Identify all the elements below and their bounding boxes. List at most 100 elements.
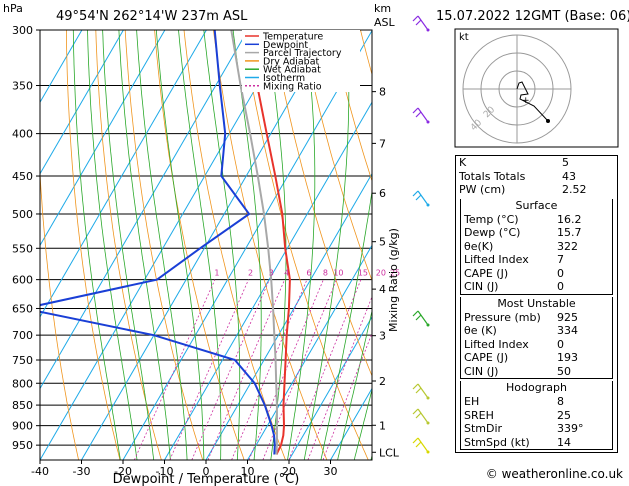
pressure-tick-label: 400 [12,128,33,141]
wet-adiabat [102,30,155,460]
wind-barb [417,383,429,399]
wind-barb-dot [426,396,430,400]
hpa-label: hPa [3,2,23,15]
dry-adiabat [330,30,372,183]
wind-barb-flag [415,412,422,419]
surface-section: Surface Temp (°C) 16.2 Dewp (°C) 15.7 θe(K… [460,198,613,295]
datetime-title: 15.07.2022 12GMT (Base: 06) [436,9,629,24]
hodo-row: StmSpd (kt) 14 [464,435,571,449]
wind-barb-flag [415,314,422,321]
pressure-tick-label: 550 [12,242,33,255]
wind-barb-dot [426,203,430,207]
temperature-tick-label: 10 [241,465,255,478]
parcel-trajectory-profile [230,30,279,455]
temperature-tick-label: -20 [114,465,132,478]
hodo-row: EH 8 [464,395,564,408]
temperature-tick-label: 0 [203,465,210,478]
dry-adiabat [271,30,372,377]
temperature-tick-label: 20 [282,465,296,478]
pressure-tick-label: 950 [12,439,33,452]
mixing-ratio-line [169,279,249,460]
wind-barb-flag [412,310,419,317]
wet-adiabat [203,30,241,460]
wet-adiabat [303,30,350,460]
wind-barb-dot [426,120,430,124]
hodograph-kt-label: kt [459,32,469,43]
index-row-totals: Totals Totals 43 [459,169,576,183]
hodograph-endpoint [546,119,550,123]
hodograph-title: Hodograph [506,381,567,394]
mixing-ratio-line [288,279,362,460]
wet-adiabat [155,30,205,460]
wind-barb-flag [412,383,419,390]
dry-adiabat [242,30,369,460]
wind-barb-flag [412,408,419,415]
temperature-axis: -40 -30 -20 -10 0 10 20 30 [31,460,338,478]
dry-adiabat [95,30,162,460]
credit-text: © weatheronline.co.uk [485,467,623,481]
pressure-tick-label: 800 [12,377,33,390]
mixing-ratio-line [133,279,216,460]
height-tick-label: 5 [379,236,386,249]
isotherm-line [247,244,372,460]
isotherm-line [205,172,372,460]
isotherm-line [122,30,372,460]
mu-row: Lifted Index 0 [464,337,564,351]
hodo-row: SREH 25 [464,408,571,422]
height-tick-label: 1 [379,419,386,432]
legend-label: Temperature [262,32,323,43]
pressure-tick-label: 900 [12,420,33,433]
wet-adiabat [320,189,372,460]
mixing-ratio-line [231,279,308,460]
height-tick-label: 6 [379,187,386,200]
wind-barb [417,15,429,31]
surface-row: Temp (°C) 16.2 [464,212,582,226]
pressure-tick-label: 700 [12,329,33,342]
hodograph: kt 20 40 + [454,28,619,148]
mixing-ratio-label: 2 [248,269,253,278]
mixing-ratio-label: 20 [376,269,386,278]
index-row-pw: PW (cm) 2.52 [459,183,587,196]
hodo-row: StmDir 339° [464,422,584,435]
surface-row: CIN (J) 0 [464,280,564,293]
most-unstable-section: Most Unstable Pressure (mb) 925 θe (K) 334… [460,296,613,379]
surface-row: Lifted Index 7 [464,253,564,266]
wind-barb-flag [415,387,422,394]
mu-row: θe (K) 334 [464,324,578,337]
wet-adiabat [287,30,316,460]
wind-barb-dot [426,421,430,425]
pressure-tick-label: 850 [12,399,33,412]
dry-adiabat [301,30,372,282]
surface-row: θe(K) 322 [464,239,578,253]
legend-label: Mixing Ratio [263,81,322,92]
wind-barb-flag [415,194,422,201]
surface-row: CAPE (J) 0 [464,266,564,280]
wet-adiabat [72,30,121,460]
legend-label: Isotherm [263,73,305,84]
pressure-tick-label: 300 [12,24,33,37]
isotherm-line [40,30,249,390]
wet-adiabat [353,388,372,460]
temperature-tick-label: -30 [73,465,91,478]
isotherm-line [40,30,207,318]
hodograph-section: Hodograph EH 8 SREH 25 StmDir 339° StmSpd (… [460,381,613,450]
pressure-tick-label: 750 [12,354,33,367]
temperature-tick-label: 30 [324,465,338,478]
storm-motion-marker: + [522,96,530,106]
wind-barb-flag [415,441,422,448]
mixing-ratio-label: 10 [333,269,343,278]
wind-barb [417,408,429,424]
pressure-tick-label: 600 [12,274,33,287]
dry-adiabat [65,30,121,460]
wet-adiabat [178,30,222,460]
mixing-ratio-label: 15 [358,269,368,278]
mixing-ratio-label: 25 [390,269,400,278]
surface-title: Surface [515,198,558,212]
mixing-ratio-label: 8 [323,269,328,278]
wind-barbs [412,15,430,454]
height-tick-label: 7 [379,137,386,150]
